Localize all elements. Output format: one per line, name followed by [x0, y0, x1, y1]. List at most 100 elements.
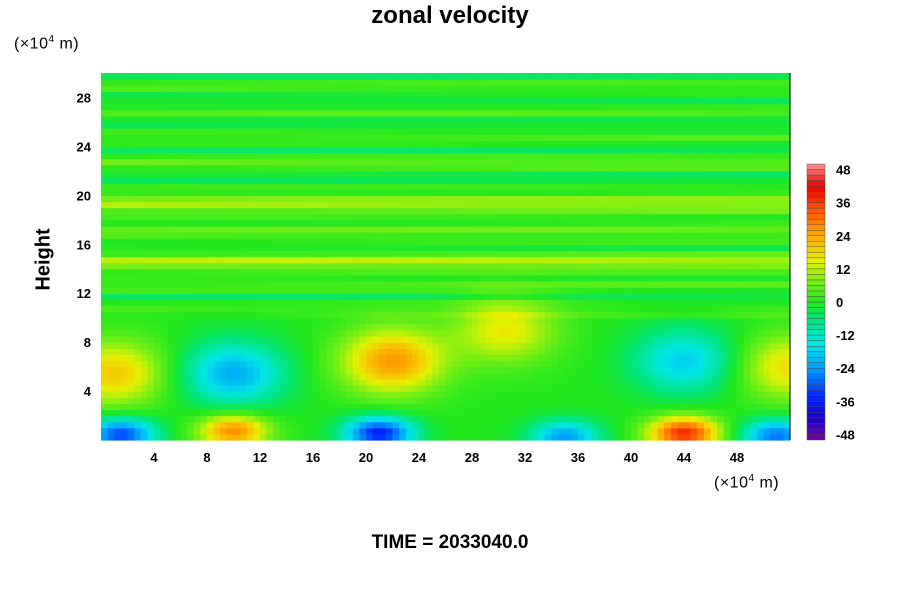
field-cell — [743, 262, 751, 270]
field-cell — [107, 421, 115, 429]
field-cell — [465, 274, 473, 282]
field-cell — [372, 336, 380, 343]
field-cell — [458, 201, 466, 209]
field-cell — [319, 397, 327, 404]
field-cell — [538, 256, 546, 264]
field-cell — [511, 342, 519, 349]
field-cell — [260, 268, 268, 276]
field-cell — [240, 415, 248, 423]
field-cell — [670, 305, 678, 313]
field-cell — [763, 262, 771, 270]
field-cell — [525, 195, 533, 203]
field-cell — [578, 366, 586, 374]
field-cell — [703, 170, 712, 178]
field-cell — [405, 274, 413, 282]
field-cell — [260, 250, 268, 258]
field-cell — [154, 427, 162, 435]
field-cell — [273, 372, 281, 380]
field-cell — [631, 311, 639, 319]
field-cell — [644, 164, 652, 172]
field-cell — [670, 232, 678, 239]
field-cell — [730, 433, 738, 441]
field-cell — [564, 256, 572, 264]
field-cell — [670, 158, 678, 166]
field-cell — [372, 146, 380, 154]
field-cell — [220, 219, 228, 227]
field-cell — [465, 195, 473, 203]
field-cell — [664, 421, 672, 429]
field-cell — [525, 183, 533, 190]
field-cell — [399, 280, 407, 288]
field-cell — [710, 336, 718, 343]
field-cell — [220, 342, 228, 349]
field-cell — [101, 366, 109, 374]
field-cell — [750, 384, 758, 392]
field-cell — [399, 323, 407, 331]
field-cell — [392, 299, 400, 307]
field-cell — [392, 274, 400, 282]
field-cell — [763, 378, 771, 386]
field-cell — [664, 146, 672, 154]
field-cell — [684, 342, 692, 349]
field-cell — [591, 238, 599, 245]
field-cell — [266, 433, 274, 441]
field-cell — [498, 152, 506, 160]
field-cell — [193, 397, 201, 404]
field-cell — [498, 397, 506, 404]
field-cell — [134, 403, 142, 411]
field-cell — [637, 195, 645, 203]
field-cell — [538, 189, 546, 196]
field-cell — [147, 354, 155, 362]
field-cell — [452, 354, 460, 362]
field-cell — [538, 146, 546, 154]
field-cell — [120, 189, 129, 196]
field-cell — [167, 378, 175, 386]
field-cell — [697, 213, 705, 221]
field-cell — [690, 329, 698, 337]
field-cell — [617, 409, 625, 417]
field-cell — [697, 305, 705, 313]
field-cell — [505, 311, 513, 319]
field-cell — [226, 152, 235, 160]
field-cell — [346, 189, 354, 196]
field-cell — [717, 170, 725, 178]
field-cell — [750, 280, 758, 288]
field-cell — [339, 280, 347, 288]
field-cell — [240, 287, 248, 294]
field-cell — [359, 409, 367, 417]
field-cell — [107, 189, 115, 196]
field-cell — [578, 391, 586, 398]
field-cell — [379, 293, 387, 300]
field-cell — [366, 274, 374, 282]
field-cell — [452, 195, 460, 203]
field-cell — [127, 219, 135, 227]
field-cell — [286, 262, 294, 270]
field-cell — [114, 342, 122, 349]
field-cell — [472, 158, 480, 166]
field-cell — [379, 262, 387, 270]
field-cell — [525, 311, 533, 319]
field-cell — [465, 170, 473, 178]
field-cell — [399, 360, 407, 368]
field-cell — [604, 274, 612, 282]
field-cell — [352, 348, 360, 355]
field-cell — [438, 152, 447, 160]
field-cell — [419, 415, 427, 423]
field-cell — [260, 378, 268, 386]
field-cell — [551, 232, 559, 239]
field-cell — [703, 360, 712, 368]
field-cell — [770, 323, 778, 331]
field-cell — [187, 146, 195, 154]
field-cell — [531, 360, 539, 368]
field-cell — [140, 336, 148, 343]
field-cell — [584, 280, 592, 288]
field-cell — [326, 409, 334, 417]
field-cell — [226, 213, 235, 221]
field-cell — [313, 207, 321, 215]
field-cell — [664, 232, 672, 239]
field-cell — [551, 256, 559, 264]
field-cell — [657, 225, 665, 233]
field-cell — [425, 164, 433, 172]
field-cell — [200, 372, 208, 380]
field-cell — [140, 244, 148, 251]
